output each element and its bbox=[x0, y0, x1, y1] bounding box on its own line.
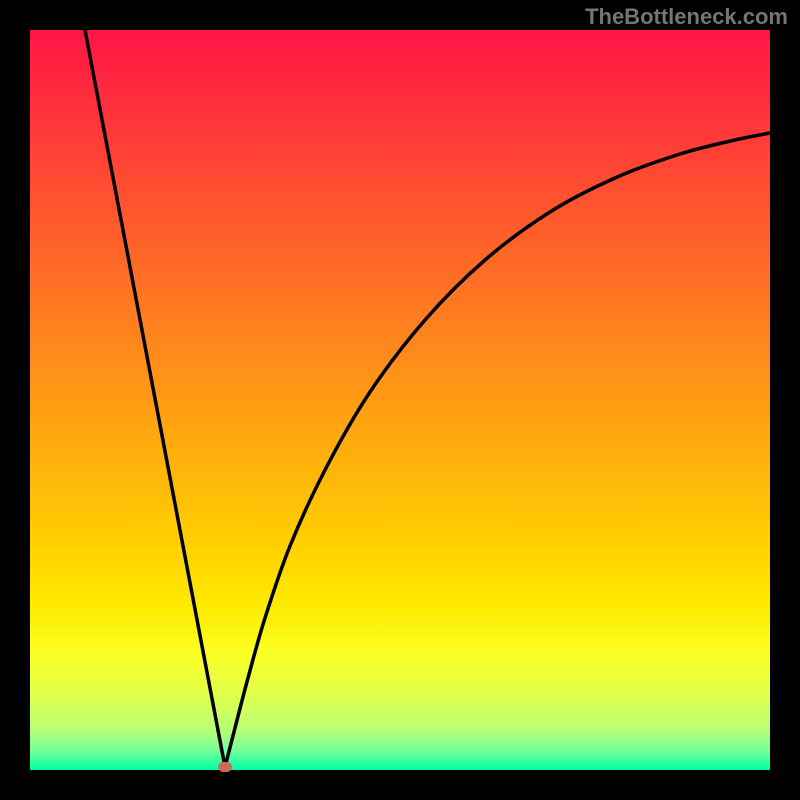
watermark-text: TheBottleneck.com bbox=[585, 4, 788, 30]
bottleneck-curve bbox=[85, 30, 770, 767]
plot-area bbox=[30, 30, 770, 770]
curve-svg bbox=[30, 30, 770, 770]
chart-root: { "watermark": { "text": "TheBottleneck.… bbox=[0, 0, 800, 800]
minimum-marker bbox=[218, 762, 232, 772]
